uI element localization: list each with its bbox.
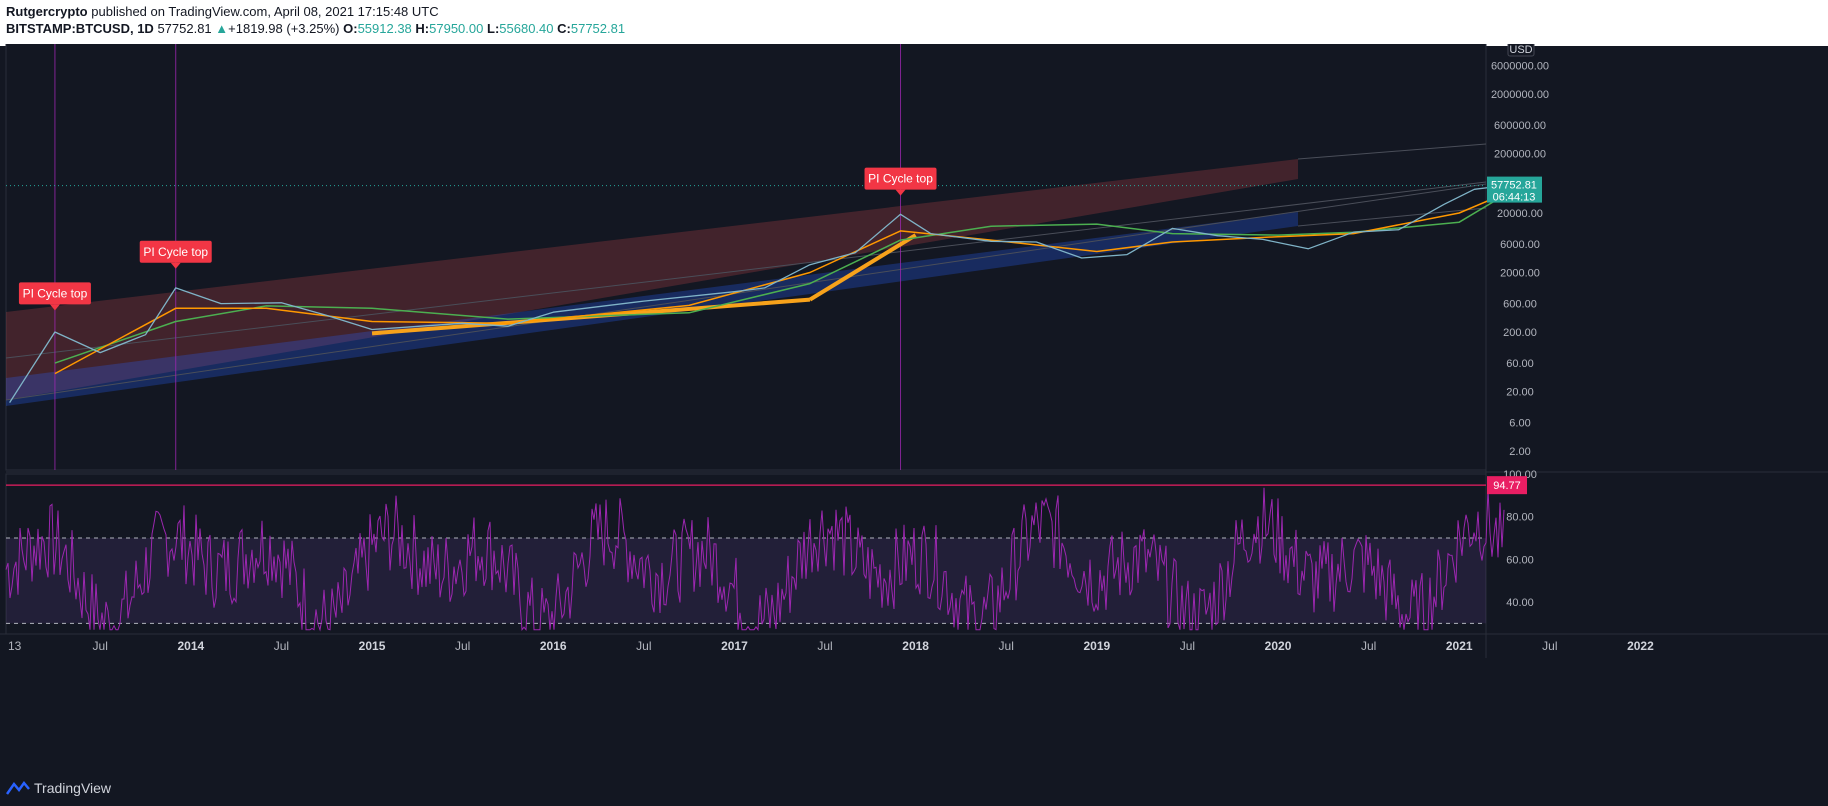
time-tick-label: Jul xyxy=(999,639,1014,653)
price-tick-label: 600.00 xyxy=(1503,299,1537,311)
pi-cycle-box xyxy=(864,167,937,190)
price-tick-label: 2000.00 xyxy=(1500,268,1540,280)
close-value: 57752.81 xyxy=(570,21,626,36)
symbol-label[interactable]: BITSTAMP:BTCUSD, 1D xyxy=(6,21,154,36)
time-tick-label: 13 xyxy=(8,639,22,653)
current-price-badge xyxy=(1487,176,1542,203)
low-value: 55680.40 xyxy=(499,21,554,36)
time-tick-label: Jul xyxy=(1180,639,1195,653)
time-tick-label: 2020 xyxy=(1265,639,1292,653)
time-tick-label: Jul xyxy=(817,639,832,653)
author-name[interactable]: Rutgercrypto xyxy=(6,4,88,19)
open-value: 55912.38 xyxy=(357,21,412,36)
time-tick-label: Jul xyxy=(93,639,108,653)
high-label: H: xyxy=(415,21,430,36)
price-tick-label: 200.00 xyxy=(1503,327,1537,339)
upper-channel-band xyxy=(6,159,1298,400)
time-tick-label: 2019 xyxy=(1083,639,1110,653)
price-tick-label: 2000000.00 xyxy=(1491,89,1549,101)
price-tick-label: 2.00 xyxy=(1509,446,1530,458)
pi-cycle-pointer xyxy=(895,189,906,196)
time-tick-label: Jul xyxy=(455,639,470,653)
time-tick-label: 2017 xyxy=(721,639,748,653)
rsi-band xyxy=(6,538,1486,624)
pi-cycle-text: PI Cycle top xyxy=(143,245,208,259)
price-tick-label: 6000000.00 xyxy=(1491,61,1549,73)
time-tick-label: Jul xyxy=(1361,639,1376,653)
rsi-current-value: 94.77 xyxy=(1493,480,1521,492)
channel-ext-upper xyxy=(1297,143,1487,160)
current-price-value: 57752.81 xyxy=(1491,180,1537,192)
time-tick-label: 2022 xyxy=(1627,639,1654,653)
high-value: 57950.00 xyxy=(429,21,484,36)
up-arrow-icon: ▲ xyxy=(215,21,229,36)
currency-box xyxy=(1507,44,1535,57)
trendline-2017-breakout xyxy=(808,233,917,302)
main-pane xyxy=(5,44,1487,471)
time-tick-label: 2021 xyxy=(1446,639,1473,653)
time-tick-label: Jul xyxy=(1542,639,1557,653)
close-label: C: xyxy=(557,21,571,36)
countdown-value: 06:44:13 xyxy=(1493,192,1536,204)
pi-cycle-label-2: PI Cycle top xyxy=(864,167,937,196)
published-info: published on TradingView.com, April 08, … xyxy=(91,4,439,19)
time-tick-label: Jul xyxy=(274,639,289,653)
rsi-tick-label: 80.00 xyxy=(1506,512,1534,524)
price-tick-label: 600000.00 xyxy=(1494,120,1546,132)
rsi-line xyxy=(5,487,1505,632)
channel-ext-lower xyxy=(1297,207,1487,227)
rsi-current-badge xyxy=(1487,476,1527,495)
channel-line-a xyxy=(5,183,1487,401)
open-label: O: xyxy=(343,21,358,36)
chart-header: Rutgercrypto published on TradingView.co… xyxy=(0,0,1828,44)
currency-label: USD xyxy=(1509,44,1532,56)
time-tick-label: 2014 xyxy=(177,639,204,653)
pi-cycle-pointer xyxy=(49,304,60,311)
pi-cycle-box xyxy=(139,240,212,263)
ma-orange-line xyxy=(54,193,1505,375)
price-tick-label: 20000.00 xyxy=(1497,208,1543,220)
rsi-tick-label: 60.00 xyxy=(1506,554,1534,566)
price-tick-label: 200000.00 xyxy=(1494,149,1546,161)
ma-green-line xyxy=(54,194,1505,364)
price-line xyxy=(9,184,1505,403)
last-price: 57752.81 xyxy=(157,21,212,36)
time-tick-label: 2016 xyxy=(540,639,567,653)
rsi-tick-label: 40.00 xyxy=(1506,597,1534,609)
ohlc-line: BITSTAMP:BTCUSD, 1D 57752.81 ▲+1819.98 (… xyxy=(6,21,625,36)
price-tick-label: 6.00 xyxy=(1509,418,1530,430)
tradingview-logo-icon[interactable] xyxy=(6,780,30,796)
pi-cycle-box xyxy=(18,282,91,305)
publish-line: Rutgercrypto published on TradingView.co… xyxy=(6,4,439,19)
pi-cycle-text: PI Cycle top xyxy=(868,172,933,186)
channel-mid-line xyxy=(5,181,1487,359)
pi-cycle-label-0: PI Cycle top xyxy=(18,282,91,311)
time-tick-label: 2015 xyxy=(359,639,386,653)
brand-name[interactable]: TradingView xyxy=(34,780,112,796)
pi-cycle-label-1: PI Cycle top xyxy=(139,240,212,269)
pi-cycle-text: PI Cycle top xyxy=(23,286,88,300)
time-tick-label: 2018 xyxy=(902,639,929,653)
price-change: +1819.98 (+3.25%) xyxy=(228,21,340,36)
time-tick-label: Jul xyxy=(636,639,651,653)
footer-bar: TradingView xyxy=(0,770,1828,806)
low-label: L: xyxy=(487,21,500,36)
price-tick-label: 6000.00 xyxy=(1500,239,1540,251)
pi-cycle-pointer xyxy=(170,262,181,269)
price-tick-label: 60.00 xyxy=(1506,358,1534,370)
price-tick-label: 20.00 xyxy=(1506,387,1534,399)
